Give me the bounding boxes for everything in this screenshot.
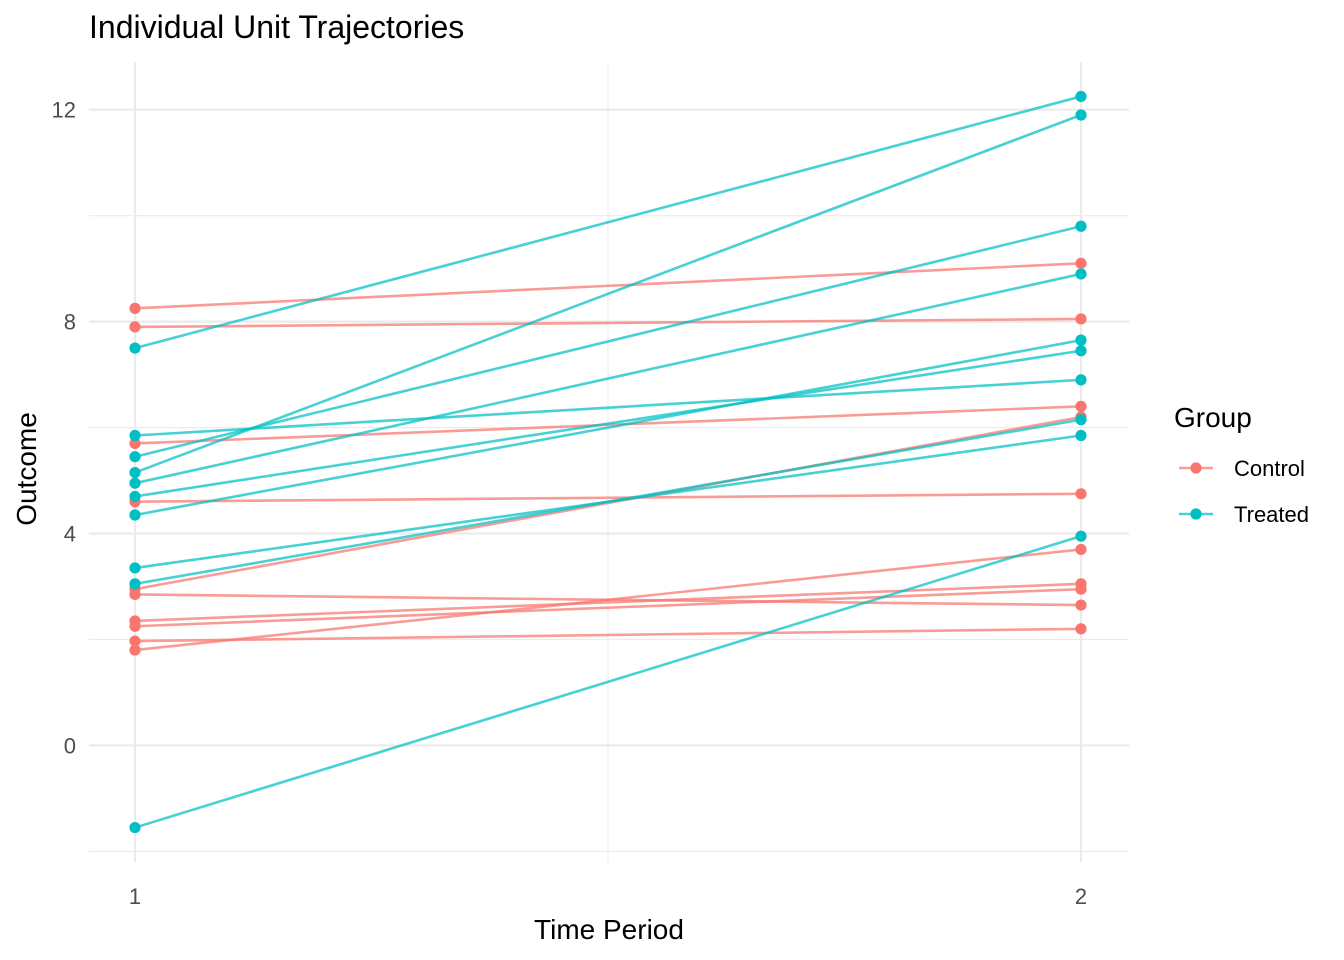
trajectory-line-treated xyxy=(134,418,1082,586)
data-point-treated xyxy=(129,509,141,521)
legend-item-control: Control xyxy=(1179,456,1305,481)
data-point-control xyxy=(1075,400,1087,412)
legend-point xyxy=(1190,508,1202,520)
trajectory-line-control xyxy=(134,262,1082,310)
trajectory-line-treated xyxy=(134,113,1082,474)
data-point-treated xyxy=(1075,220,1087,232)
data-point-treated xyxy=(1075,414,1087,426)
legend-point xyxy=(1190,462,1202,474)
legend-items: Control Treated xyxy=(1179,456,1309,527)
y-tick-label: 8 xyxy=(64,310,76,335)
trajectory-lines xyxy=(134,95,1082,829)
data-point-treated xyxy=(1075,334,1087,346)
data-point-control xyxy=(1075,543,1087,556)
data-point-control xyxy=(1075,583,1087,595)
data-point-treated xyxy=(129,477,141,489)
trajectory-line-control xyxy=(134,548,1082,652)
data-point-control xyxy=(129,437,141,450)
y-tick-label: 12 xyxy=(52,98,76,123)
data-point-treated xyxy=(129,578,141,590)
chart-title: Individual Unit Trajectories xyxy=(89,9,464,45)
legend-item-treated: Treated xyxy=(1179,502,1309,527)
y-tick-label: 4 xyxy=(64,522,76,547)
trajectory-line-treated xyxy=(134,224,1082,458)
data-point-control xyxy=(1075,623,1087,635)
trajectory-line-treated xyxy=(134,349,1082,498)
legend-label: Control xyxy=(1234,456,1305,481)
y-axis-title: Outcome xyxy=(11,412,42,526)
data-point-control xyxy=(129,635,141,647)
y-tick-label: 0 xyxy=(64,733,76,758)
data-point-treated xyxy=(129,490,141,503)
data-point-control xyxy=(1075,257,1087,269)
trajectory-line-treated xyxy=(134,95,1082,350)
x-axis-title: Time Period xyxy=(534,914,684,945)
trajectory-line-control xyxy=(134,317,1082,329)
trajectory-line-treated xyxy=(134,272,1082,485)
data-point-treated xyxy=(129,821,141,834)
data-point-treated xyxy=(129,429,141,442)
trajectory-line-control xyxy=(134,587,1082,628)
data-point-treated xyxy=(1075,268,1087,280)
data-point-treated xyxy=(129,466,141,479)
data-point-treated xyxy=(129,342,141,354)
trajectory-line-treated xyxy=(134,378,1082,437)
data-point-control xyxy=(129,588,141,601)
x-tick-label: 1 xyxy=(129,884,141,909)
data-point-treated xyxy=(1075,345,1087,357)
trajectory-points xyxy=(129,90,1087,834)
data-point-treated xyxy=(1075,109,1087,121)
data-point-control xyxy=(1075,599,1087,611)
trajectory-line-control xyxy=(134,627,1082,643)
data-point-treated xyxy=(1075,374,1087,386)
legend-title: Group xyxy=(1174,402,1252,433)
data-point-control xyxy=(1075,313,1087,325)
data-point-control xyxy=(129,620,141,632)
trajectory-line-treated xyxy=(134,534,1082,829)
data-point-control xyxy=(129,302,141,314)
data-point-treated xyxy=(1075,429,1087,442)
trajectory-line-control xyxy=(134,582,1082,623)
data-point-control xyxy=(129,321,141,333)
legend-label: Treated xyxy=(1234,502,1309,527)
trajectory-line-control xyxy=(134,415,1082,591)
x-tick-label: 2 xyxy=(1075,884,1087,909)
data-point-control xyxy=(129,644,141,656)
trajectory-line-control xyxy=(134,405,1082,445)
data-point-treated xyxy=(1075,90,1087,103)
grid xyxy=(89,62,1129,862)
data-point-treated xyxy=(129,562,141,574)
legend: Group Control Treated xyxy=(1174,402,1309,527)
trajectory-line-treated xyxy=(134,338,1082,517)
trajectory-line-control xyxy=(134,492,1082,504)
data-point-control xyxy=(1075,488,1087,500)
data-point-treated xyxy=(129,451,141,463)
y-tick-labels: 0 4 8 12 xyxy=(52,98,76,759)
data-point-treated xyxy=(1075,530,1087,542)
